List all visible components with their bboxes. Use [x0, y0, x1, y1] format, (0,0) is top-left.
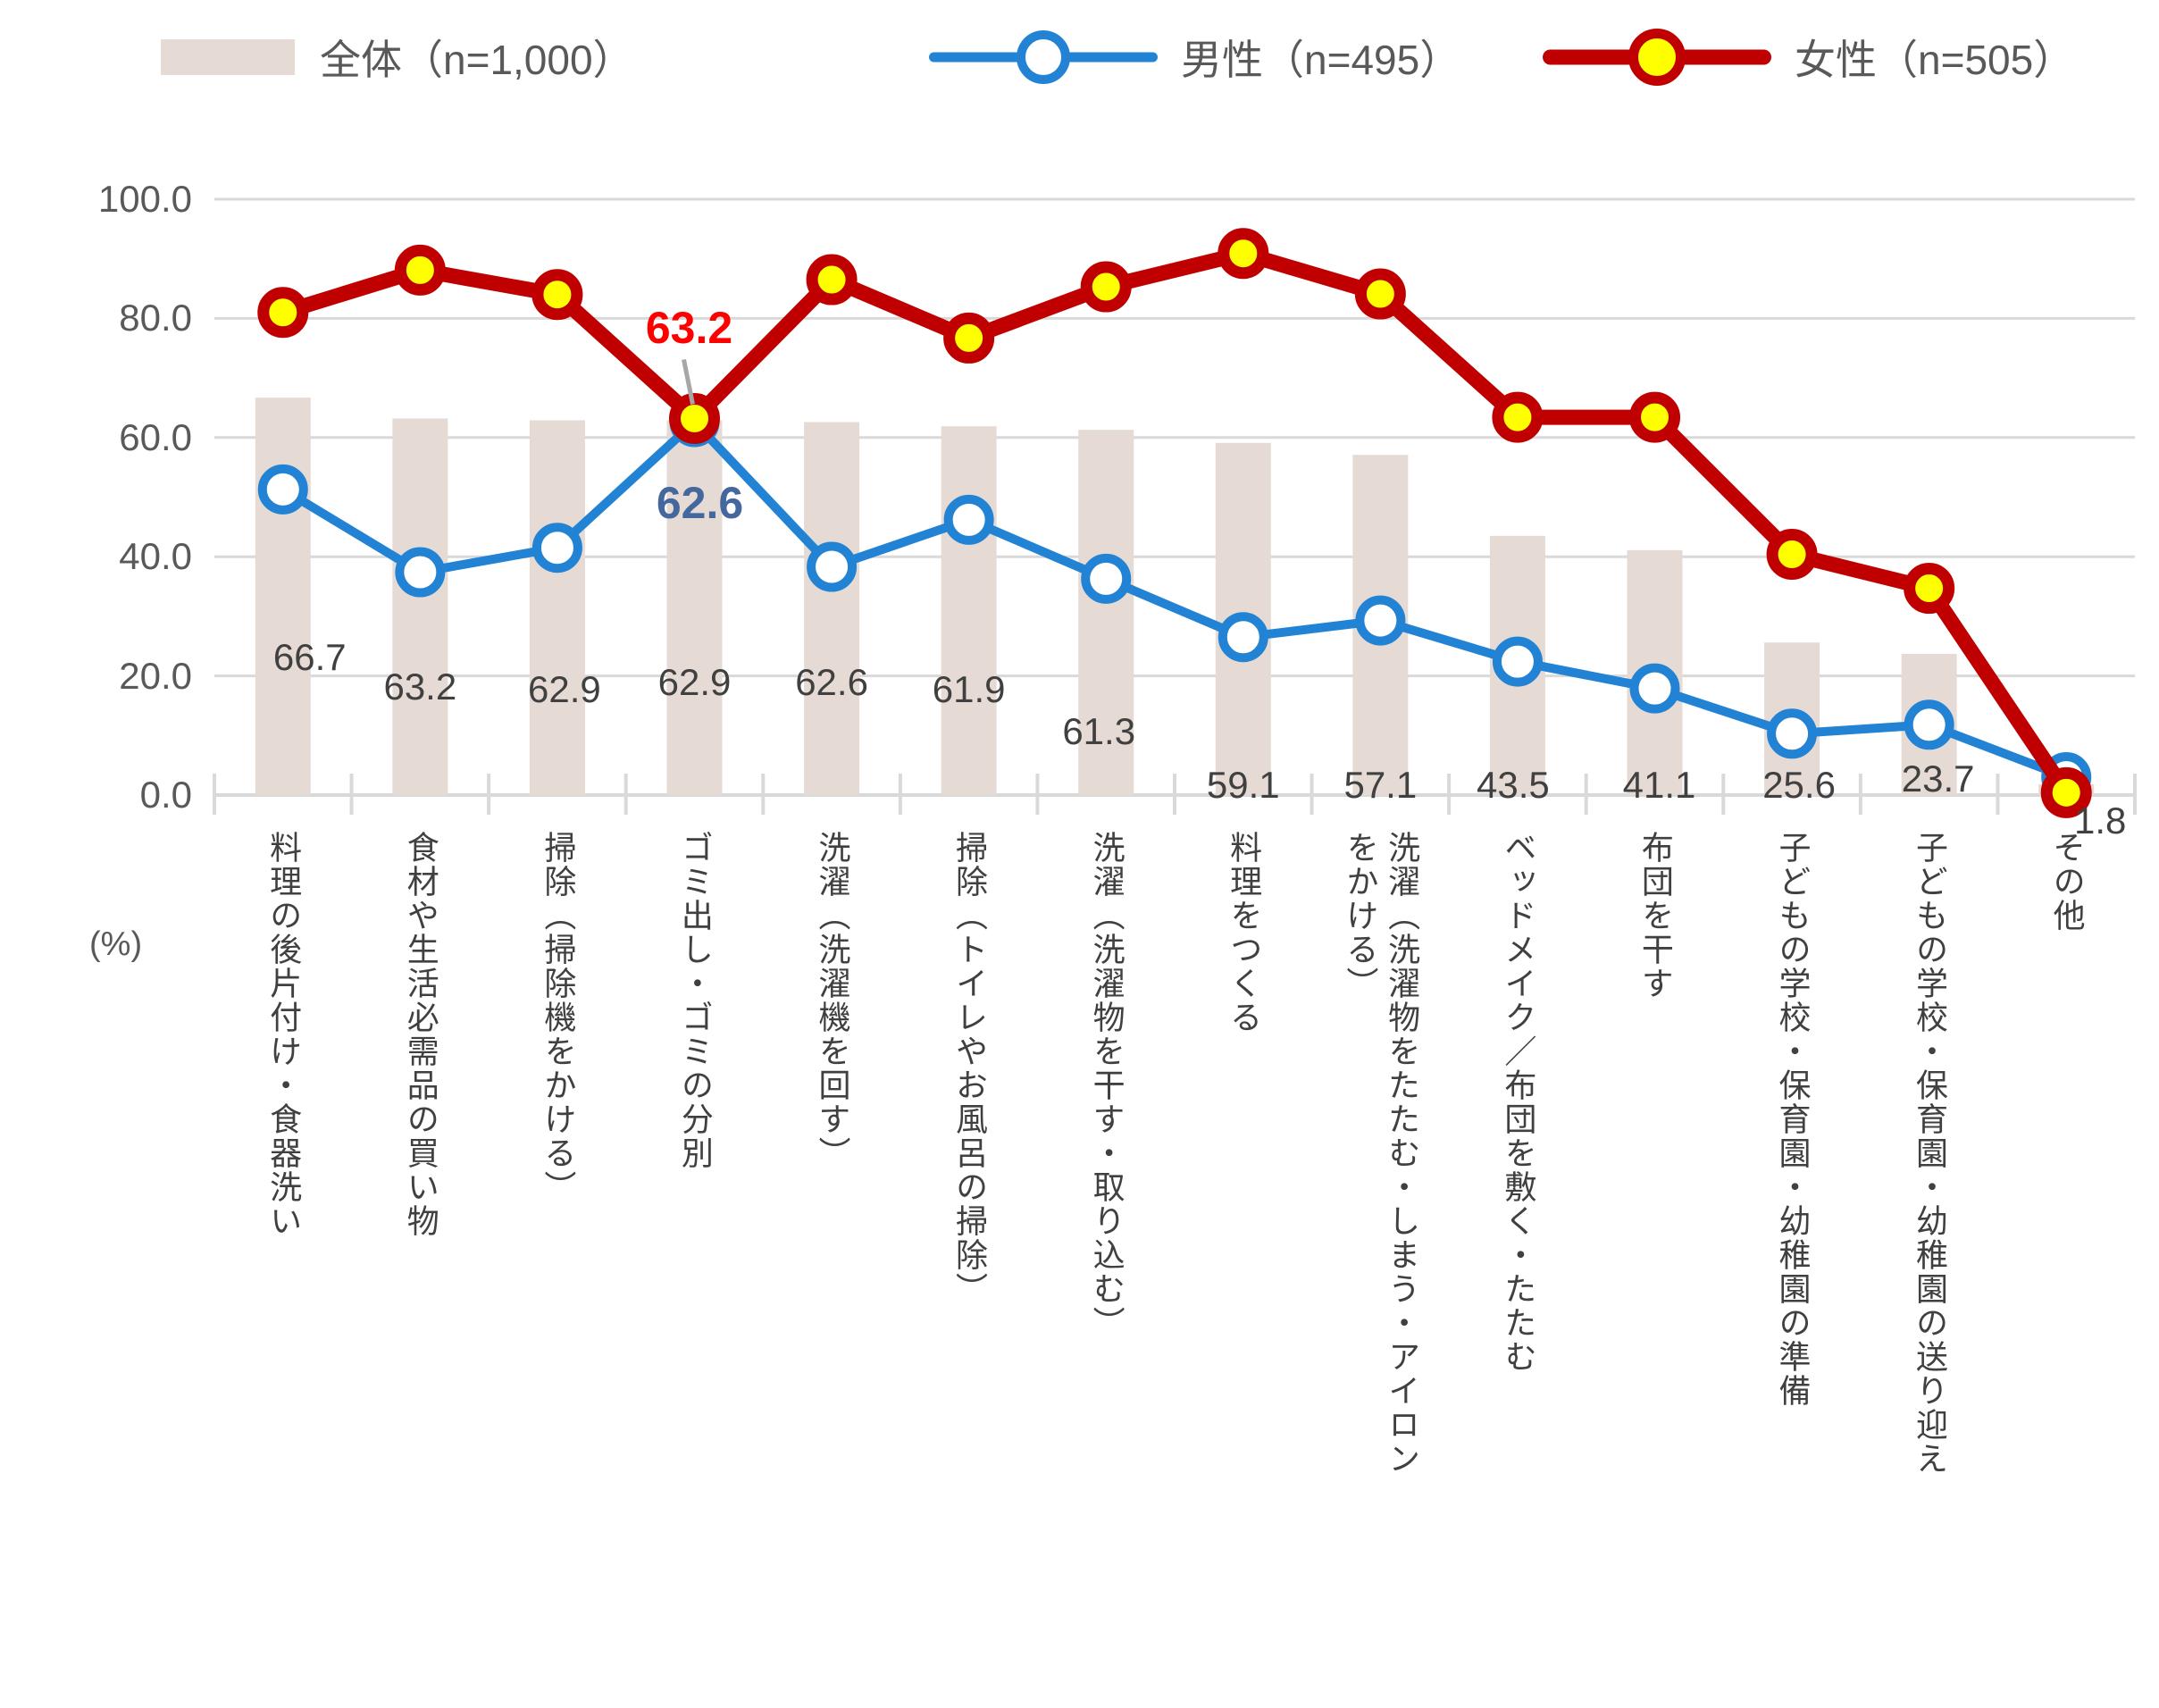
legend-item-male: 男性（n=495）	[929, 25, 1460, 89]
female-marker	[806, 254, 858, 306]
category-label: 料理の後片付け・食器洗い	[265, 831, 303, 1238]
legend-label-male: 男性（n=495）	[1181, 37, 1461, 83]
y-tick-label: 100.0	[97, 178, 192, 220]
male-marker	[257, 464, 308, 515]
female-marker	[1904, 563, 1955, 615]
female-marker	[2040, 766, 2092, 818]
legend-item-total: 全体（n=1,000）	[161, 25, 634, 89]
bar-value-label: 63.2	[383, 666, 457, 707]
legend: 全体（n=1,000） 男性（n=495） 女性（n=505）	[0, 25, 2159, 96]
female-marker	[669, 392, 720, 444]
legend-item-female: 女性（n=505）	[1543, 25, 2074, 89]
male-value-annotation: 62.6	[656, 478, 744, 529]
female-marker	[1629, 391, 1680, 443]
male-line-swatch-icon	[929, 30, 1158, 84]
bar-value-label: 66.7	[272, 636, 347, 678]
bar-value-label: 43.5	[1477, 764, 1550, 806]
male-marker	[1492, 636, 1543, 687]
total-bar	[666, 420, 723, 795]
bar-value-label: 62.9	[657, 661, 732, 703]
male-marker	[1218, 612, 1268, 663]
category-label: 洗濯（洗濯物を干す・取り込む）	[1088, 831, 1126, 1340]
total-bar	[1078, 430, 1134, 795]
female-marker	[531, 269, 583, 321]
bar-value-label: 23.7	[1901, 758, 1975, 800]
category-label: 洗濯（洗濯物をたたむ・しまう・アイロンをかける）	[1342, 831, 1421, 1476]
y-tick-label: 40.0	[119, 535, 192, 578]
bar-value-label: 62.6	[795, 661, 868, 703]
male-marker	[1629, 663, 1680, 714]
female-marker	[1354, 268, 1406, 320]
category-label: 掃除（掃除機をかける）	[540, 831, 577, 1204]
total-bar	[255, 398, 311, 795]
female-line-swatch-icon	[1543, 29, 1771, 86]
bar-value-label: 57.1	[1343, 764, 1418, 806]
category-label: 食材や生活必需品の買い物	[402, 831, 439, 1238]
total-bar	[941, 426, 997, 795]
bar-value-label: 62.9	[528, 668, 601, 710]
category-label: ゴミ出し・ゴミの分別	[676, 831, 714, 1170]
female-marker	[943, 312, 995, 364]
total-bar	[529, 420, 585, 795]
bar-value-label: 61.3	[1062, 710, 1136, 752]
female-value-annotation: 63.2	[645, 303, 733, 354]
total-bar	[392, 418, 448, 795]
y-tick-label: 20.0	[119, 654, 192, 697]
category-label: 掃除（トイレやお風呂の掃除）	[951, 831, 989, 1306]
female-line	[280, 246, 2073, 798]
category-label: 布団を干す	[1636, 831, 1674, 1001]
bar-value-label: 25.6	[1762, 764, 1836, 806]
legend-label-total: 全体（n=1,000）	[320, 37, 634, 83]
bar-value-label: 61.9	[932, 668, 1006, 710]
female-marker	[1492, 391, 1544, 443]
male-marker	[807, 541, 858, 592]
axis-unit-label: (%)	[89, 925, 143, 963]
bar-value-label: 59.1	[1206, 764, 1280, 806]
male-marker	[395, 547, 446, 598]
y-tick-label: 60.0	[119, 415, 192, 458]
female-marker	[1080, 261, 1132, 313]
female-marker	[1766, 529, 1818, 581]
annotation-leader-line	[682, 358, 695, 405]
male-marker	[531, 523, 582, 574]
category-label: 洗濯（洗濯機を回す）	[814, 831, 851, 1170]
category-label: ベッドメイク／布団を敷く・たたむ	[1500, 831, 1537, 1374]
category-label: 子どもの学校・保育園・幼稚園の準備	[1774, 831, 1812, 1408]
y-tick-label: 80.0	[119, 297, 192, 339]
male-marker	[943, 494, 994, 545]
total-bar-swatch-icon	[161, 39, 295, 75]
female-marker	[257, 287, 309, 339]
female-marker	[1218, 228, 1269, 280]
category-label: 子どもの学校・保育園・幼稚園の送り迎え	[1912, 831, 1949, 1476]
category-label: 料理をつくる	[1226, 831, 1263, 1034]
male-marker	[1355, 595, 1406, 646]
male-marker	[1767, 708, 1818, 759]
legend-label-female: 女性（n=505）	[1795, 37, 2075, 83]
bar-value-label: 1.8	[2074, 800, 2127, 841]
total-bar	[804, 422, 860, 795]
bar-value-label: 41.1	[1622, 764, 1696, 806]
male-marker	[1904, 699, 1954, 750]
y-tick-label: 0.0	[139, 774, 192, 816]
female-marker	[394, 244, 446, 296]
male-marker	[1081, 553, 1132, 604]
category-label: その他	[2048, 831, 2086, 933]
